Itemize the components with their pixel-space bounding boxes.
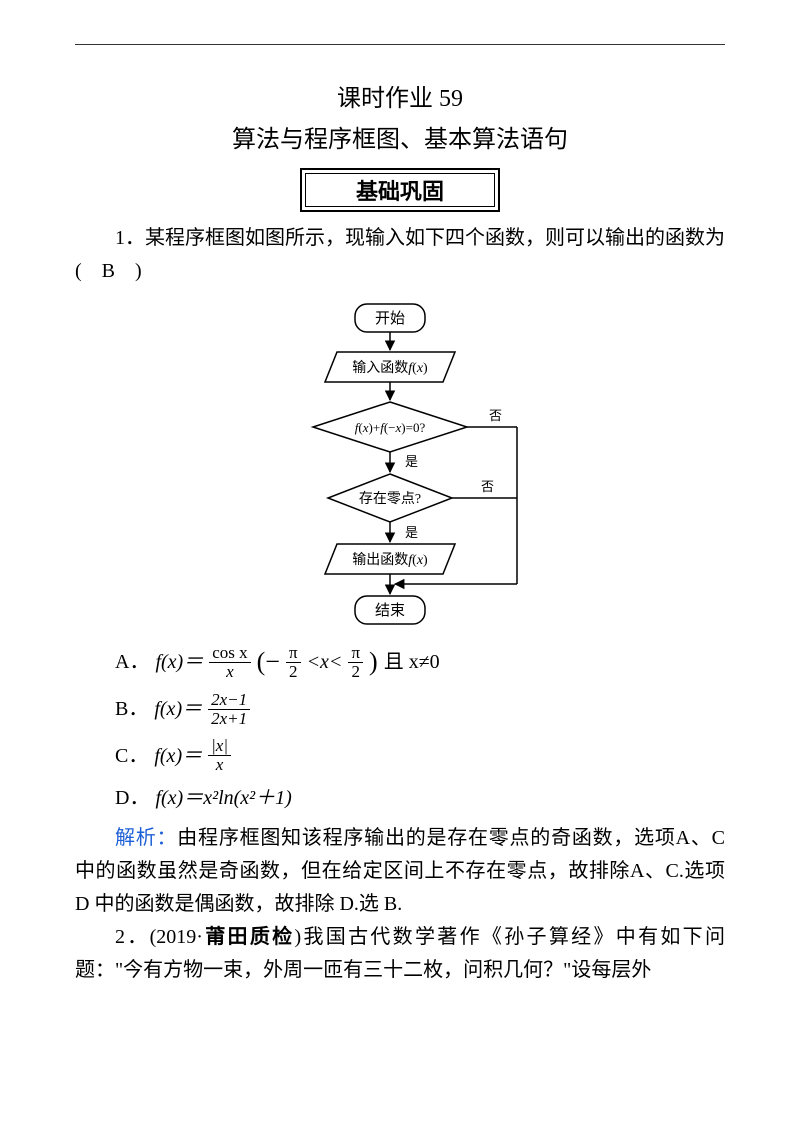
q1-flowchart: 开始 输入函数f(x) f(x)+f(−x)=0? 是 否 存在零点? 是 否 … bbox=[245, 294, 555, 634]
opt-a-frac: cos x x bbox=[209, 644, 250, 681]
opt-c-fx: f(x)＝ bbox=[154, 742, 202, 770]
opt-d-text: f(x)＝x²ln(x²＋1) bbox=[155, 784, 291, 812]
flow-no-2: 否 bbox=[481, 479, 494, 494]
opt-a-lparen: (− bbox=[257, 644, 280, 680]
q1-analysis: 解析：由程序框图知该程序输出的是存在零点的奇函数，选项A、C 中的函数虽然是奇函… bbox=[75, 822, 725, 921]
analysis-label: 解析： bbox=[115, 827, 177, 849]
flow-cond1: f(x)+f(−x)=0? bbox=[355, 420, 426, 435]
q1-option-c: C． f(x)＝ |x| x bbox=[115, 737, 725, 774]
opt-b-fx: f(x)＝ bbox=[154, 695, 202, 723]
flow-yes-1: 是 bbox=[405, 454, 418, 469]
opt-a-rparen: ) bbox=[369, 644, 378, 680]
flow-end: 结束 bbox=[375, 602, 405, 619]
section-badge: 基础巩固 bbox=[300, 168, 500, 212]
q1-option-a: A． f(x)＝ cos x x (− π 2 <x< π 2 ) 且 x≠0 bbox=[115, 644, 725, 681]
flow-cond2: 存在零点? bbox=[359, 491, 421, 507]
q2-part1: 2．(2019· bbox=[115, 926, 203, 948]
opt-a-pi2a: π 2 bbox=[286, 644, 301, 681]
opt-a-fx: f(x)＝ bbox=[155, 648, 203, 676]
flow-input: 输入函数f(x) bbox=[352, 360, 428, 376]
opt-a-prefix: A． bbox=[115, 648, 149, 676]
top-rule bbox=[75, 44, 725, 45]
flow-yes-2: 是 bbox=[405, 525, 418, 540]
lesson-title-2: 算法与程序框图、基本算法语句 bbox=[75, 119, 725, 154]
q1-option-b: B． f(x)＝ 2x−1 2x+1 bbox=[115, 691, 725, 728]
q2-stem: 2．(2019·莆田质检)我国古代数学著作《孙子算经》中有如下问题："今有方物一… bbox=[75, 921, 725, 987]
opt-b-prefix: B． bbox=[115, 695, 148, 723]
q1-stem: 1．某程序框图如图所示，现输入如下四个函数，则可以输出的函数为( B ) bbox=[75, 222, 725, 288]
opt-a-lt: <x< bbox=[307, 648, 343, 676]
opt-a-pi2b: π 2 bbox=[348, 644, 363, 681]
flow-start: 开始 bbox=[375, 310, 405, 327]
opt-b-frac: 2x−1 2x+1 bbox=[208, 691, 250, 728]
flow-output: 输出函数f(x) bbox=[352, 552, 428, 568]
q1-option-d: D． f(x)＝x²ln(x²＋1) bbox=[115, 784, 725, 812]
q2-bold: 莆田质检 bbox=[203, 926, 295, 948]
flow-no-1: 否 bbox=[489, 408, 502, 423]
opt-c-prefix: C． bbox=[115, 742, 148, 770]
opt-a-tail: 且 x≠0 bbox=[384, 648, 440, 676]
section-badge-label: 基础巩固 bbox=[305, 173, 495, 207]
opt-d-prefix: D． bbox=[115, 784, 149, 812]
opt-c-frac: |x| x bbox=[208, 737, 231, 774]
lesson-title-1: 课时作业 59 bbox=[75, 78, 725, 113]
